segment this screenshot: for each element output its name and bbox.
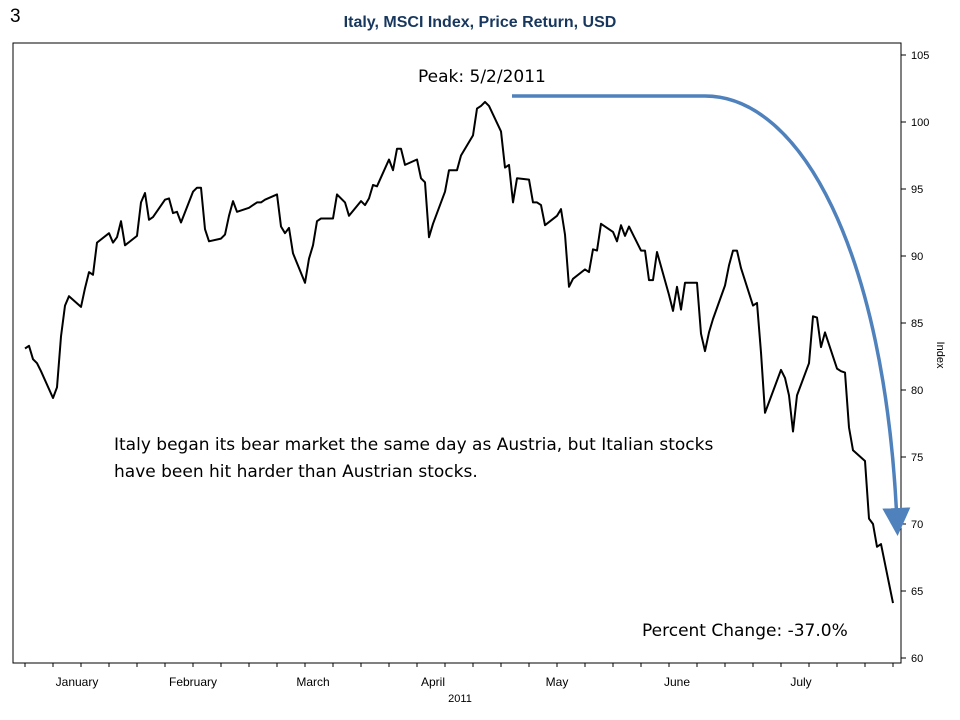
peak-annotation: Peak: 5/2/2011 bbox=[418, 67, 546, 87]
y-tick-label: 80 bbox=[911, 385, 923, 397]
slide-number: 3 bbox=[10, 6, 21, 27]
commentary-line-1: Italy began its bear market the same day… bbox=[114, 435, 713, 455]
x-axis: January February March April May June July bbox=[24, 663, 894, 689]
series-line-italy-msci bbox=[24, 100, 894, 604]
y-tick-label: 95 bbox=[911, 184, 923, 196]
x-month-label: January bbox=[56, 675, 99, 689]
commentary-line-2: have been hit harder than Austrian stock… bbox=[114, 462, 478, 482]
x-axis-title: 2011 bbox=[448, 693, 472, 705]
y-axis-title: Index bbox=[934, 342, 946, 369]
x-month-label: May bbox=[546, 675, 569, 689]
y-tick-label: 60 bbox=[911, 653, 923, 665]
x-month-label: July bbox=[790, 675, 811, 689]
trend-arrow bbox=[512, 94, 911, 536]
plot-frame bbox=[12, 42, 902, 664]
y-tick-label: 85 bbox=[911, 318, 923, 330]
y-tick-label: 100 bbox=[911, 117, 929, 129]
chart-title: Italy, MSCI Index, Price Return, USD bbox=[343, 14, 617, 31]
x-month-label: February bbox=[169, 675, 217, 689]
percent-change-annotation: Percent Change: -37.0% bbox=[642, 621, 848, 641]
y-tick-label: 70 bbox=[911, 519, 923, 531]
y-axis: 60 65 70 75 80 85 90 95 100 105 bbox=[901, 50, 929, 665]
y-tick-label: 65 bbox=[911, 586, 923, 598]
x-month-label: June bbox=[664, 675, 690, 689]
x-month-label: April bbox=[421, 675, 445, 689]
y-tick-label: 90 bbox=[911, 251, 923, 263]
x-month-label: March bbox=[296, 675, 329, 689]
y-tick-label: 75 bbox=[911, 452, 923, 464]
y-tick-label: 105 bbox=[911, 50, 929, 62]
